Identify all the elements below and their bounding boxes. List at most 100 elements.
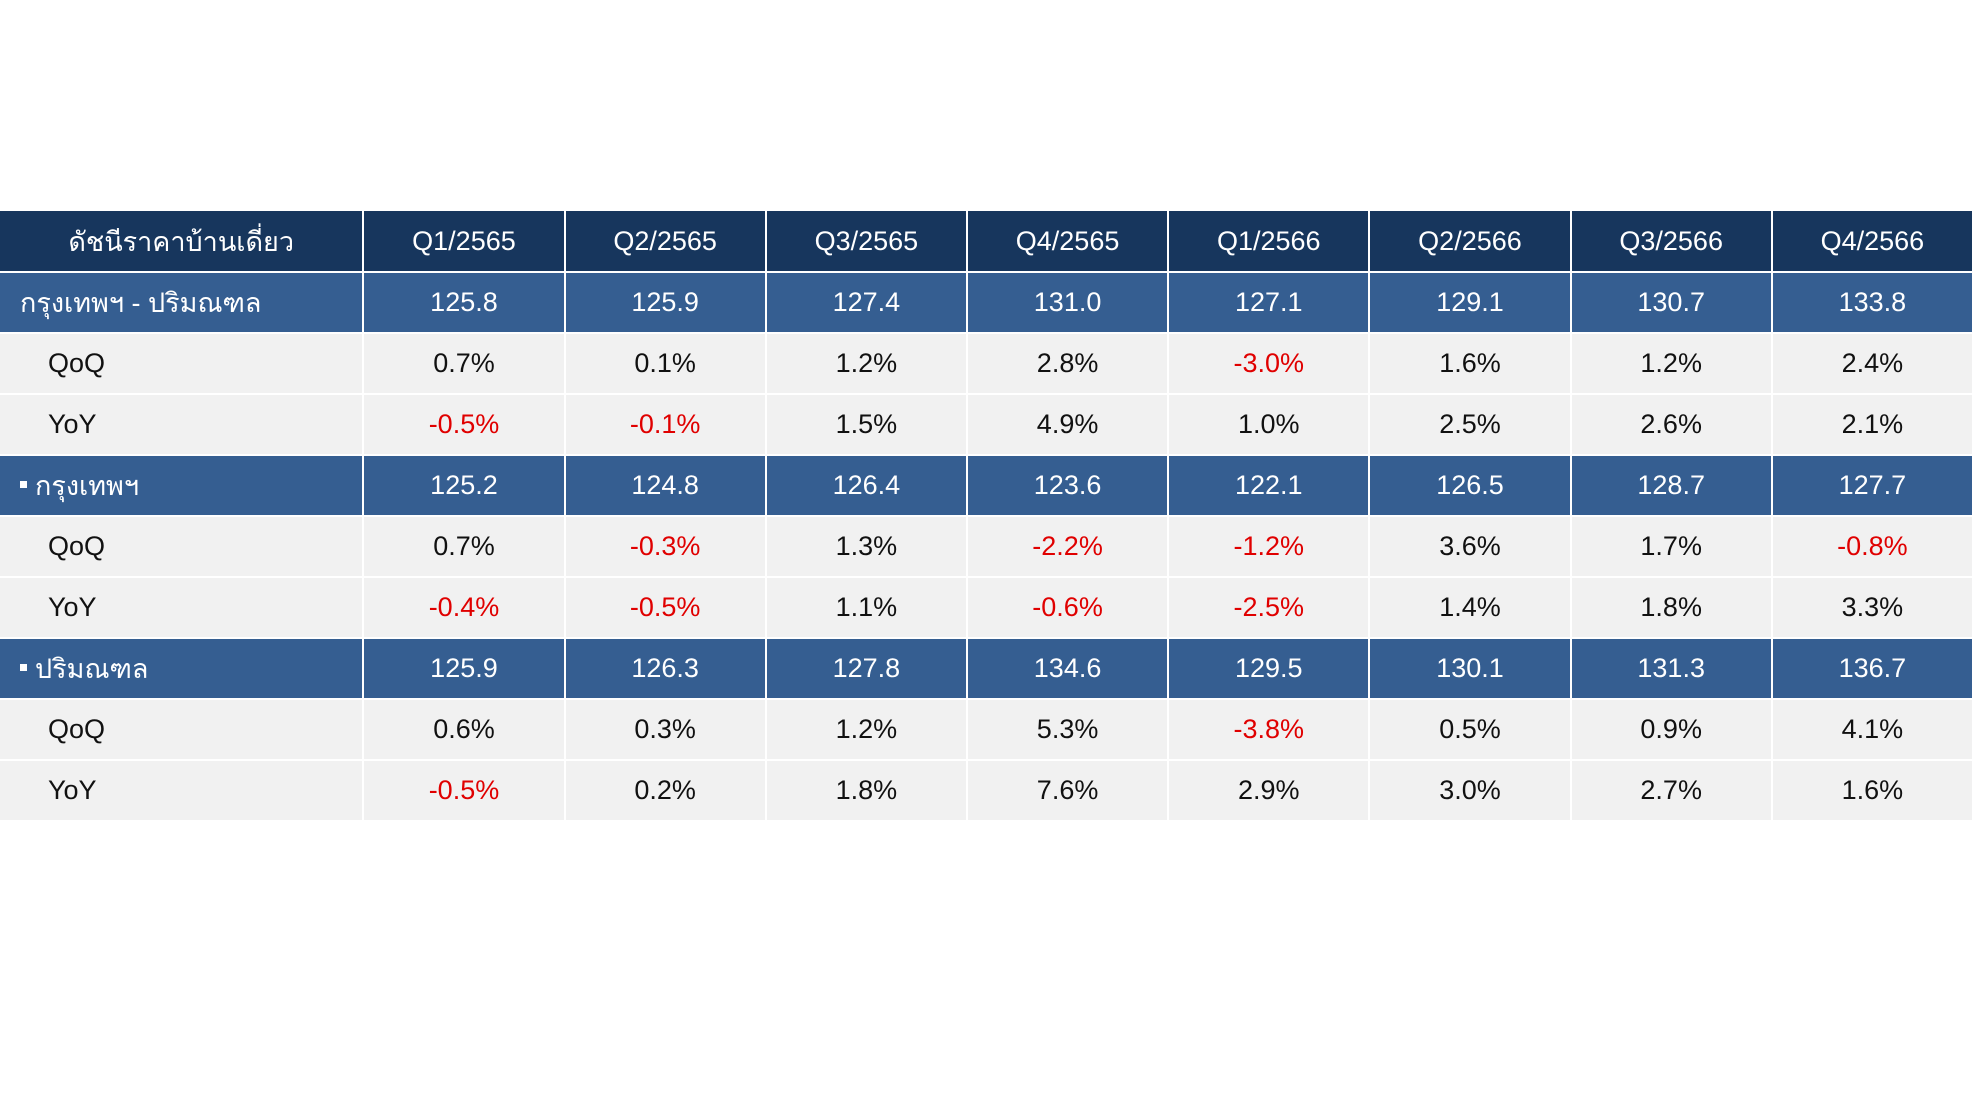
qoq-value-cell: 2.4% (1771, 333, 1975, 395)
yoy-value-cell: -0.4% (363, 577, 566, 639)
header-label: ดัชนีราคาบ้านเดี่ยว (0, 211, 365, 273)
yoy-row: YoY -0.5% -0.1% 1.5% 4.9% 1.0% 2.5% 2.6% 2.1% (0, 394, 1975, 456)
index-value-cell: 130.1 (1369, 638, 1572, 700)
header-quarter: Q3/2566 (1570, 211, 1773, 273)
index-value-cell: 123.6 (966, 455, 1170, 517)
group-name: กรุงเทพฯ - ปริมณฑล (20, 288, 262, 318)
index-value-cell: 129.5 (1168, 638, 1371, 700)
yoy-value-cell: -2.5% (1168, 577, 1371, 639)
index-value-cell: 127.1 (1168, 272, 1371, 334)
index-value-cell: 122.1 (1168, 455, 1371, 517)
qoq-value-cell: 1.2% (765, 333, 968, 395)
qoq-value-cell: 2.8% (966, 333, 1170, 395)
bullet-icon (20, 481, 27, 489)
index-value-cell: 131.0 (966, 272, 1170, 334)
yoy-label: YoY (0, 577, 365, 639)
index-value-cell: 133.8 (1771, 272, 1975, 334)
qoq-value-cell: -1.2% (1168, 516, 1371, 578)
qoq-value-cell: 0.3% (564, 699, 767, 761)
header-quarter: Q2/2566 (1369, 211, 1572, 273)
yoy-value-cell: 1.8% (1570, 577, 1773, 639)
yoy-value-cell: 1.8% (765, 760, 968, 822)
group-name: กรุงเทพฯ (35, 471, 140, 501)
qoq-value-cell: 0.7% (363, 333, 566, 395)
qoq-label: QoQ (0, 699, 365, 761)
yoy-value-cell: 1.5% (765, 394, 968, 456)
qoq-value-cell: -3.8% (1168, 699, 1371, 761)
index-value-cell: 136.7 (1771, 638, 1975, 700)
yoy-value-cell: 2.5% (1369, 394, 1572, 456)
index-value-cell: 126.3 (564, 638, 767, 700)
qoq-value-cell: 3.6% (1369, 516, 1572, 578)
group-row: ปริมณฑล 125.9 126.3 127.8 134.6 129.5 130.1 131… (0, 638, 1975, 700)
qoq-value-cell: 1.3% (765, 516, 968, 578)
index-value-cell: 125.2 (363, 455, 566, 517)
qoq-value-cell: 0.5% (1369, 699, 1572, 761)
index-value-cell: 134.6 (966, 638, 1170, 700)
index-value-cell: 124.8 (564, 455, 767, 517)
qoq-value-cell: -0.8% (1771, 516, 1975, 578)
yoy-label: YoY (0, 394, 365, 456)
index-value-cell: 130.7 (1570, 272, 1773, 334)
qoq-value-cell: 5.3% (966, 699, 1170, 761)
qoq-value-cell: -3.0% (1168, 333, 1371, 395)
qoq-label: QoQ (0, 333, 365, 395)
qoq-value-cell: -2.2% (966, 516, 1170, 578)
index-value-cell: 128.7 (1570, 455, 1773, 517)
index-value-cell: 126.5 (1369, 455, 1572, 517)
yoy-value-cell: 2.7% (1570, 760, 1773, 822)
yoy-value-cell: 1.4% (1369, 577, 1572, 639)
header-quarter: Q3/2565 (765, 211, 968, 273)
yoy-value-cell: 0.2% (564, 760, 767, 822)
table-body: กรุงเทพฯ - ปริมณฑล 125.8 125.9 127.4 131.0 12… (0, 272, 1975, 822)
yoy-value-cell: -0.6% (966, 577, 1170, 639)
qoq-value-cell: 1.7% (1570, 516, 1773, 578)
qoq-value-cell: 4.1% (1771, 699, 1975, 761)
qoq-row: QoQ 0.7% -0.3% 1.3% -2.2% -1.2% 3.6% 1.7% -0.8% (0, 516, 1975, 578)
yoy-value-cell: -0.5% (363, 760, 566, 822)
yoy-value-cell: 1.1% (765, 577, 968, 639)
yoy-value-cell: 3.0% (1369, 760, 1572, 822)
qoq-row: QoQ 0.7% 0.1% 1.2% 2.8% -3.0% 1.6% 1.2% 2.4% (0, 333, 1975, 395)
qoq-row: QoQ 0.6% 0.3% 1.2% 5.3% -3.8% 0.5% 0.9% 4.1% (0, 699, 1975, 761)
index-value-cell: 127.7 (1771, 455, 1975, 517)
house-price-index-table: ดัชนีราคาบ้านเดี่ยว Q1/2565 Q2/2565 Q3/2… (0, 211, 1975, 822)
qoq-value-cell: 0.6% (363, 699, 566, 761)
yoy-value-cell: 7.6% (966, 760, 1170, 822)
yoy-label: YoY (0, 760, 365, 822)
header-quarter: Q2/2565 (564, 211, 767, 273)
qoq-value-cell: -0.3% (564, 516, 767, 578)
index-value-cell: 125.8 (363, 272, 566, 334)
header-quarter: Q4/2566 (1771, 211, 1975, 273)
yoy-value-cell: -0.5% (363, 394, 566, 456)
yoy-value-cell: 2.1% (1771, 394, 1975, 456)
yoy-value-cell: 1.0% (1168, 394, 1371, 456)
index-value-cell: 126.4 (765, 455, 968, 517)
qoq-value-cell: 1.2% (765, 699, 968, 761)
qoq-value-cell: 0.1% (564, 333, 767, 395)
group-label-cell: ปริมณฑล (0, 638, 365, 700)
bullet-icon (20, 664, 27, 672)
qoq-value-cell: 0.9% (1570, 699, 1773, 761)
index-value-cell: 127.8 (765, 638, 968, 700)
qoq-value-cell: 1.2% (1570, 333, 1773, 395)
yoy-value-cell: 3.3% (1771, 577, 1975, 639)
yoy-value-cell: 2.9% (1168, 760, 1371, 822)
yoy-value-cell: 2.6% (1570, 394, 1773, 456)
group-name: ปริมณฑล (35, 654, 149, 684)
group-label-cell: กรุงเทพฯ - ปริมณฑล (0, 272, 365, 334)
header-quarter: Q4/2565 (966, 211, 1170, 273)
index-value-cell: 129.1 (1369, 272, 1572, 334)
index-value-cell: 125.9 (363, 638, 566, 700)
index-value-cell: 127.4 (765, 272, 968, 334)
index-value-cell: 125.9 (564, 272, 767, 334)
group-label-cell: กรุงเทพฯ (0, 455, 365, 517)
index-value-cell: 131.3 (1570, 638, 1773, 700)
qoq-value-cell: 1.6% (1369, 333, 1572, 395)
yoy-row: YoY -0.4% -0.5% 1.1% -0.6% -2.5% 1.4% 1.8% 3.3% (0, 577, 1975, 639)
header-quarter: Q1/2565 (363, 211, 566, 273)
header-quarter: Q1/2566 (1168, 211, 1371, 273)
yoy-value-cell: -0.5% (564, 577, 767, 639)
qoq-value-cell: 0.7% (363, 516, 566, 578)
header-row: ดัชนีราคาบ้านเดี่ยว Q1/2565 Q2/2565 Q3/2… (0, 211, 1975, 273)
